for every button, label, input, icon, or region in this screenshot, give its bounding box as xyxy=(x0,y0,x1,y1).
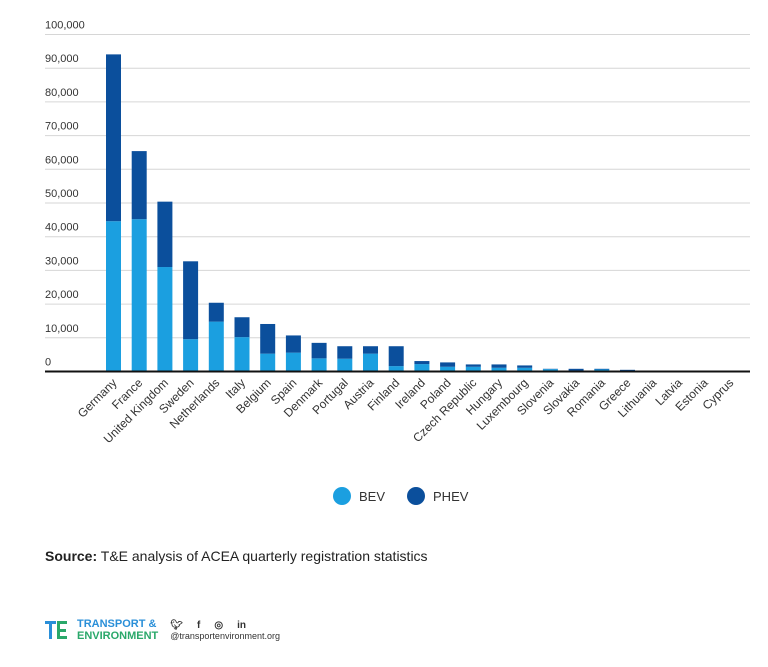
bar-phev xyxy=(440,362,456,367)
bar-phev xyxy=(517,365,533,368)
social-block: 🐦︎ f ◎ in @transportenvironment.org xyxy=(170,620,280,641)
linkedin-icon[interactable]: in xyxy=(237,619,246,631)
te-logo-icon xyxy=(45,619,69,641)
phev-swatch xyxy=(407,487,426,505)
bar-bev xyxy=(542,369,558,372)
y-tick-label: 20,000 xyxy=(45,289,79,301)
bar-phev xyxy=(260,323,276,354)
y-tick-label: 50,000 xyxy=(45,188,79,200)
bar-phev xyxy=(106,54,121,222)
legend: BEV PHEV xyxy=(333,487,468,505)
instagram-icon[interactable]: ◎ xyxy=(214,619,224,631)
bar-bev xyxy=(337,358,353,372)
y-tick-label: 60,000 xyxy=(45,154,79,166)
twitter-icon[interactable]: 🐦︎ xyxy=(170,619,183,631)
bar-bev xyxy=(183,339,199,372)
bar-phev xyxy=(414,361,430,365)
bar-bev xyxy=(157,267,173,372)
y-tick-label: 70,000 xyxy=(45,121,79,133)
bar-phev xyxy=(491,364,507,368)
bar-bev xyxy=(440,366,456,372)
source-label: Source: xyxy=(45,548,98,564)
bar-bev xyxy=(106,221,121,372)
logo-line2: ENVIRONMENT xyxy=(77,630,159,642)
bar-phev xyxy=(363,346,378,354)
bar-phev xyxy=(337,346,353,359)
bar-phev xyxy=(620,369,635,372)
bar-bev xyxy=(208,321,224,372)
bar-bev xyxy=(131,219,147,372)
y-tick-label: 10,000 xyxy=(45,323,79,335)
bar-bev xyxy=(260,353,276,372)
legend-item-phev: PHEV xyxy=(407,487,468,505)
bar-phev xyxy=(131,151,147,220)
logo-text: TRANSPORT & ENVIRONMENT xyxy=(77,618,158,642)
bar-phev xyxy=(208,302,224,322)
bar-bev xyxy=(465,366,481,372)
bar-phev xyxy=(311,342,327,359)
bar-bev xyxy=(311,358,327,372)
bar-bev xyxy=(517,367,533,372)
y-tick-label: 0 xyxy=(45,357,51,369)
y-tick-label: 30,000 xyxy=(45,255,79,267)
bar-phev xyxy=(157,201,173,268)
bar-bev xyxy=(363,353,378,372)
y-tick-label: 80,000 xyxy=(45,87,79,99)
y-tick-label: 90,000 xyxy=(45,53,79,65)
legend-label-phev: PHEV xyxy=(433,488,469,504)
y-tick-label: 100,000 xyxy=(45,20,85,32)
footer: TRANSPORT & ENVIRONMENT 🐦︎ f ◎ in @trans… xyxy=(45,618,280,642)
legend-item-bev: BEV xyxy=(333,487,385,505)
bar-phev xyxy=(568,368,584,371)
website-handle[interactable]: @transportenvironment.org xyxy=(170,630,280,641)
bar-bev xyxy=(594,369,610,372)
bar-phev xyxy=(388,346,404,367)
bar-bev xyxy=(388,366,404,372)
bar-bev xyxy=(285,352,301,372)
bar-phev xyxy=(594,368,610,370)
bev-swatch xyxy=(333,487,351,505)
legend-label-bev: BEV xyxy=(359,488,386,504)
source-text: T&E analysis of ACEA quarterly registrat… xyxy=(97,548,428,564)
stacked-bar-chart: 0 10,000 20,000 30,000 40,000 50,000 60,000 70,… xyxy=(45,20,750,446)
facebook-icon[interactable]: f xyxy=(196,619,201,631)
bar-bev xyxy=(414,364,430,372)
y-tick-label: 40,000 xyxy=(45,222,79,234)
bar-phev xyxy=(234,317,250,338)
bar-phev xyxy=(465,364,481,367)
source-note: Source: T&E analysis of ACEA quarterly r… xyxy=(45,548,428,564)
bar-bev xyxy=(491,367,507,372)
bar-phev xyxy=(285,335,301,353)
bar-phev xyxy=(183,261,199,340)
bar-bev xyxy=(234,337,250,372)
logo-line1: TRANSPORT & xyxy=(77,618,157,630)
